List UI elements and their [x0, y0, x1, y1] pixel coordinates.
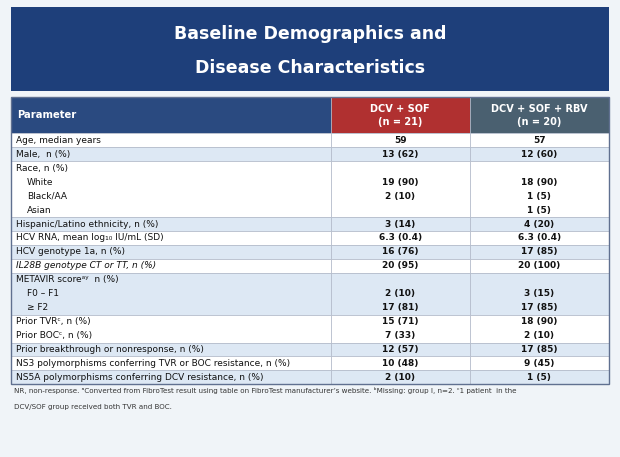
Bar — [469, 273, 609, 314]
Bar — [11, 217, 331, 231]
Text: 1 (5): 1 (5) — [527, 373, 551, 382]
Text: 16 (76): 16 (76) — [382, 247, 419, 256]
Text: F0 – F1: F0 – F1 — [27, 289, 59, 298]
Bar — [11, 370, 331, 384]
Text: Hispanic/Latino ethnicity, n (%): Hispanic/Latino ethnicity, n (%) — [16, 219, 159, 228]
Text: NR, non-response. ᵃConverted from FibroTest result using table on FibroTest manu: NR, non-response. ᵃConverted from FibroT… — [14, 387, 516, 393]
Bar — [469, 231, 609, 245]
Text: 9 (45): 9 (45) — [524, 359, 554, 368]
Bar — [469, 356, 609, 370]
Bar — [11, 91, 609, 97]
Text: 59: 59 — [394, 136, 407, 145]
Text: ≥ F2: ≥ F2 — [27, 303, 48, 312]
Bar — [469, 161, 609, 217]
Bar — [11, 259, 331, 273]
Text: NS5A polymorphisms conferring DCV resistance, n (%): NS5A polymorphisms conferring DCV resist… — [16, 373, 263, 382]
Text: Prior breakthrough or nonresponse, n (%): Prior breakthrough or nonresponse, n (%) — [16, 345, 204, 354]
Bar — [11, 97, 609, 384]
Text: Age, median years: Age, median years — [16, 136, 101, 145]
Text: Prior TVRᶜ, n (%): Prior TVRᶜ, n (%) — [16, 317, 91, 326]
Text: Asian: Asian — [27, 206, 51, 215]
Text: 20 (100): 20 (100) — [518, 261, 560, 271]
Text: 18 (90): 18 (90) — [521, 178, 557, 187]
Text: 19 (90): 19 (90) — [382, 178, 419, 187]
Bar — [11, 97, 331, 133]
Text: 17 (85): 17 (85) — [521, 247, 557, 256]
Text: 1 (5): 1 (5) — [527, 206, 551, 215]
Bar — [331, 245, 469, 259]
Text: DCV/SOF group received both TVR and BOC.: DCV/SOF group received both TVR and BOC. — [14, 404, 172, 410]
Bar — [469, 147, 609, 161]
Bar — [469, 314, 609, 342]
Text: 3 (14): 3 (14) — [385, 219, 415, 228]
Bar — [469, 370, 609, 384]
Bar — [469, 259, 609, 273]
Text: White: White — [27, 178, 53, 187]
Text: 57: 57 — [533, 136, 546, 145]
Bar — [331, 97, 469, 133]
Text: Race, n (%): Race, n (%) — [16, 164, 68, 173]
Bar — [11, 231, 331, 245]
Text: 1 (5): 1 (5) — [527, 191, 551, 201]
Bar — [11, 133, 331, 147]
Text: 6.3 (0.4): 6.3 (0.4) — [379, 234, 422, 243]
Bar — [331, 133, 469, 147]
Bar — [331, 161, 469, 217]
Bar — [11, 245, 331, 259]
Text: 3 (15): 3 (15) — [524, 289, 554, 298]
Text: DCV + SOF
(n = 21): DCV + SOF (n = 21) — [370, 104, 430, 127]
Text: 18 (90): 18 (90) — [521, 317, 557, 326]
Bar — [331, 147, 469, 161]
Text: NS3 polymorphisms conferring TVR or BOC resistance, n (%): NS3 polymorphisms conferring TVR or BOC … — [16, 359, 290, 368]
Bar — [331, 356, 469, 370]
Bar — [11, 356, 331, 370]
Bar — [469, 342, 609, 356]
Text: Prior BOCᶜ, n (%): Prior BOCᶜ, n (%) — [16, 331, 92, 340]
Text: 10 (48): 10 (48) — [382, 359, 419, 368]
Bar — [331, 217, 469, 231]
Bar — [469, 97, 609, 133]
Bar — [331, 259, 469, 273]
Text: 17 (85): 17 (85) — [521, 345, 557, 354]
Text: Black/AA: Black/AA — [27, 191, 67, 201]
Text: 20 (95): 20 (95) — [382, 261, 419, 271]
Bar — [469, 217, 609, 231]
Bar — [11, 161, 331, 217]
Text: Baseline Demographics and: Baseline Demographics and — [174, 25, 446, 43]
Text: 17 (85): 17 (85) — [521, 303, 557, 312]
Bar — [331, 370, 469, 384]
Bar — [469, 133, 609, 147]
Text: 2 (10): 2 (10) — [385, 373, 415, 382]
Bar — [11, 273, 331, 314]
Bar — [11, 314, 331, 342]
Bar — [469, 245, 609, 259]
Text: Male,  n (%): Male, n (%) — [16, 150, 71, 159]
Text: 13 (62): 13 (62) — [382, 150, 419, 159]
Text: 15 (71): 15 (71) — [382, 317, 419, 326]
Text: 12 (60): 12 (60) — [521, 150, 557, 159]
Text: 17 (81): 17 (81) — [382, 303, 419, 312]
Text: Parameter: Parameter — [17, 110, 77, 120]
Bar — [331, 314, 469, 342]
Text: HCV RNA, mean log₁₀ IU/mL (SD): HCV RNA, mean log₁₀ IU/mL (SD) — [16, 234, 164, 243]
Text: 2 (10): 2 (10) — [385, 191, 415, 201]
Bar — [11, 7, 609, 91]
Text: 2 (10): 2 (10) — [525, 331, 554, 340]
Text: 4 (20): 4 (20) — [524, 219, 554, 228]
Bar — [11, 147, 331, 161]
Bar — [331, 231, 469, 245]
Text: 12 (57): 12 (57) — [382, 345, 419, 354]
Bar — [331, 342, 469, 356]
Text: IL28B genotype CT or TT, n (%): IL28B genotype CT or TT, n (%) — [16, 261, 156, 271]
Text: HCV genotype 1a, n (%): HCV genotype 1a, n (%) — [16, 247, 125, 256]
Text: DCV + SOF + RBV
(n = 20): DCV + SOF + RBV (n = 20) — [491, 104, 588, 127]
Bar — [11, 342, 331, 356]
Text: Disease Characteristics: Disease Characteristics — [195, 59, 425, 77]
Text: 7 (33): 7 (33) — [385, 331, 415, 340]
Bar — [331, 273, 469, 314]
Text: METAVIR scoreᵃʸ  n (%): METAVIR scoreᵃʸ n (%) — [16, 275, 119, 284]
Text: 6.3 (0.4): 6.3 (0.4) — [518, 234, 560, 243]
Text: 2 (10): 2 (10) — [385, 289, 415, 298]
